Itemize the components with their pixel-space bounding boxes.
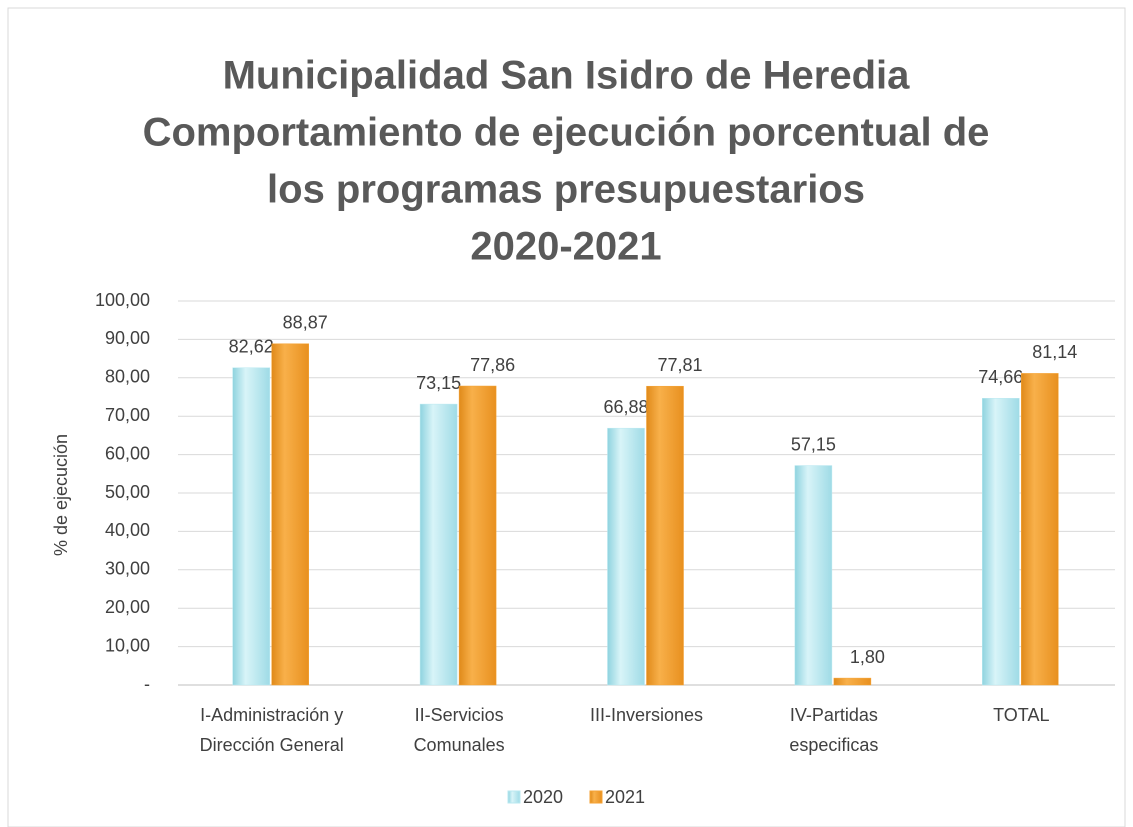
x-tick-label: especificas	[789, 735, 878, 755]
data-label: 66,88	[603, 397, 648, 417]
chart-title: 2020-2021	[470, 225, 661, 269]
data-label: 74,66	[978, 367, 1023, 387]
data-label: 82,62	[229, 336, 274, 356]
x-tick-label: TOTAL	[993, 705, 1049, 725]
x-tick-label: III-Inversiones	[590, 705, 703, 725]
data-label: 81,14	[1032, 342, 1077, 362]
data-label: 73,15	[416, 373, 461, 393]
y-tick-label: 100,00	[95, 290, 150, 310]
chart-title: Comportamiento de ejecución porcentual d…	[143, 111, 990, 155]
y-tick-label: 30,00	[105, 559, 150, 579]
chart-title: los programas presupuestarios	[267, 168, 865, 212]
bar	[833, 677, 872, 686]
y-tick-label: 90,00	[105, 328, 150, 348]
legend-swatch	[589, 790, 603, 804]
y-tick-label: 20,00	[105, 597, 150, 617]
x-tick-label: Comunales	[414, 735, 505, 755]
bar	[607, 427, 645, 686]
data-label: 77,86	[470, 355, 515, 375]
legend-label: 2021	[605, 787, 645, 807]
x-tick-label: I-Administración y	[200, 705, 343, 725]
x-tick-label: IV-Partidas	[790, 705, 878, 725]
y-axis-label: % de ejecución	[51, 434, 71, 556]
bar	[458, 385, 497, 686]
y-tick-label: 80,00	[105, 367, 150, 387]
bar	[1021, 373, 1059, 686]
x-tick-label: Dirección General	[200, 735, 344, 755]
data-label: 88,87	[283, 312, 328, 332]
y-tick-label: 10,00	[105, 635, 150, 655]
y-tick-label: 50,00	[105, 482, 150, 502]
bar	[646, 385, 684, 686]
bar	[794, 465, 833, 686]
x-tick-label: II-Servicios	[415, 705, 504, 725]
data-label: 77,81	[657, 355, 702, 375]
y-tick-label: 60,00	[105, 443, 150, 463]
chart-title: Municipalidad San Isidro de Heredia	[223, 54, 911, 98]
data-label: 1,80	[850, 647, 885, 667]
legend-swatch	[507, 790, 521, 804]
legend-label: 2020	[523, 787, 563, 807]
bar	[271, 343, 309, 686]
y-tick-label: -	[144, 674, 150, 694]
chart-frame	[7, 7, 1126, 827]
data-label: 57,15	[791, 434, 836, 454]
y-tick-label: 70,00	[105, 405, 150, 425]
y-tick-label: 40,00	[105, 520, 150, 540]
bar	[232, 367, 270, 686]
bar	[982, 398, 1020, 686]
bar	[419, 403, 458, 686]
